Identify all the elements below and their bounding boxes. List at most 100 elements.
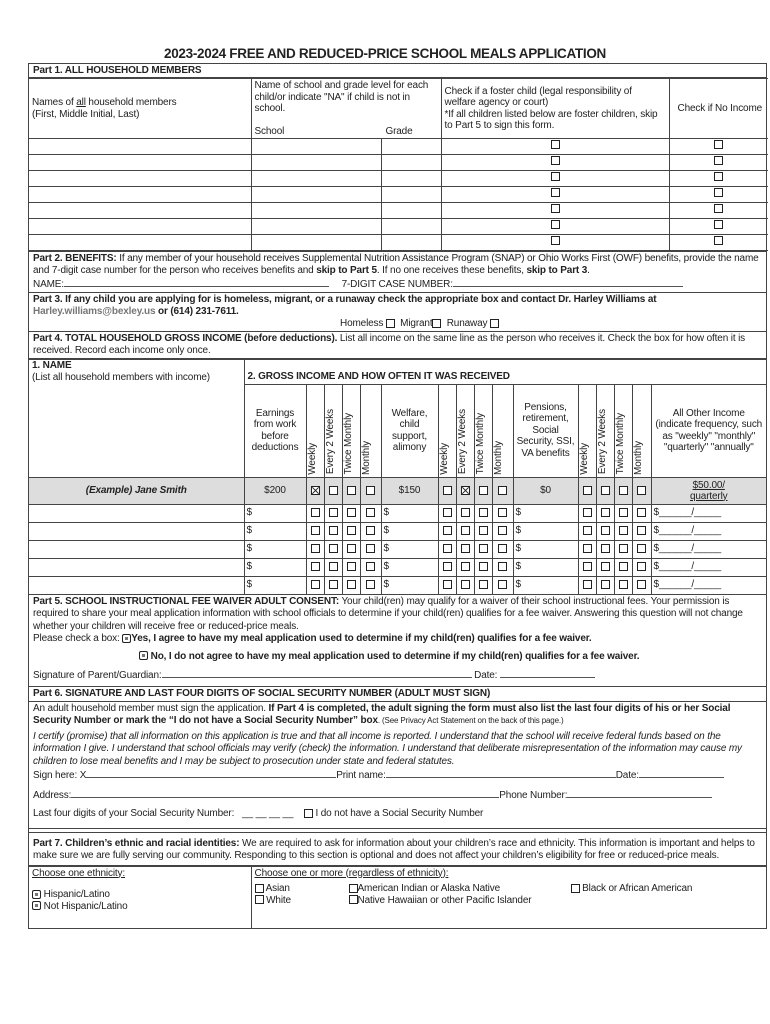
no-income-checkbox[interactable] [714, 171, 724, 181]
runaway-checkbox[interactable] [490, 318, 500, 328]
income-name-field[interactable] [29, 557, 245, 577]
freq-checkbox[interactable] [600, 485, 610, 495]
other-income-field[interactable]: $______/_____ [650, 557, 766, 577]
freq-checkbox[interactable] [478, 508, 488, 518]
school-field[interactable] [250, 202, 382, 219]
grade-field[interactable] [380, 138, 442, 155]
grade-field[interactable] [380, 170, 442, 187]
foster-checkbox[interactable] [550, 219, 560, 229]
freq-checkbox[interactable] [328, 580, 338, 590]
freq-checkbox[interactable] [618, 562, 628, 572]
contact-email[interactable]: Harley.williams@bexley.us [33, 306, 156, 317]
freq-checkbox[interactable] [346, 508, 356, 518]
freq-checkbox[interactable] [346, 580, 356, 590]
freq-checkbox[interactable] [600, 544, 610, 554]
freq-checkbox[interactable] [600, 526, 610, 536]
freq-checkbox[interactable] [498, 485, 507, 495]
freq-checkbox[interactable] [637, 544, 646, 554]
pensions-amount-field[interactable]: $ [512, 521, 579, 541]
other-income-field[interactable]: $______/_____ [650, 503, 766, 523]
member-name-field[interactable] [29, 218, 252, 235]
freq-checkbox[interactable] [582, 526, 592, 536]
freq-checkbox[interactable] [366, 562, 375, 572]
member-name-field[interactable] [29, 154, 252, 171]
income-name-field[interactable] [29, 521, 245, 541]
foster-checkbox[interactable] [550, 139, 560, 149]
no-income-checkbox[interactable] [714, 235, 724, 245]
freq-checkbox[interactable] [498, 580, 507, 590]
freq-checkbox[interactable] [310, 526, 320, 536]
school-field[interactable] [250, 218, 382, 235]
freq-checkbox[interactable] [310, 580, 320, 590]
earnings-amount-field[interactable]: $ [243, 503, 307, 523]
member-name-field[interactable] [29, 186, 252, 203]
asian-checkbox[interactable] [254, 883, 264, 893]
freq-checkbox[interactable] [460, 526, 470, 536]
freq-checkbox[interactable] [582, 562, 592, 572]
freq-checkbox[interactable] [328, 485, 338, 495]
welfare-amount-field[interactable]: $ [380, 503, 439, 523]
phone-field[interactable] [567, 788, 713, 798]
fee-waiver-no-checkbox[interactable] [139, 651, 148, 661]
welfare-amount-field[interactable]: $ [380, 557, 439, 577]
freq-checkbox[interactable] [442, 580, 452, 590]
grade-field[interactable] [380, 218, 442, 235]
school-field[interactable] [250, 154, 382, 171]
address-field[interactable] [71, 788, 500, 798]
homeless-checkbox[interactable] [385, 318, 395, 328]
no-income-checkbox[interactable] [714, 139, 724, 149]
freq-checkbox[interactable] [442, 562, 452, 572]
other-income-field[interactable]: $______/_____ [650, 521, 766, 541]
migrant-checkbox[interactable] [432, 318, 442, 328]
freq-checkbox[interactable] [498, 544, 507, 554]
freq-checkbox[interactable] [442, 526, 452, 536]
no-ssn-checkbox[interactable] [303, 808, 313, 818]
freq-checkbox[interactable] [637, 526, 646, 536]
freq-checkbox[interactable] [498, 526, 507, 536]
foster-checkbox[interactable] [550, 235, 560, 245]
freq-checkbox[interactable] [366, 485, 375, 495]
grade-field[interactable] [380, 234, 442, 251]
freq-checkbox[interactable] [498, 562, 507, 572]
freq-checkbox[interactable] [478, 580, 488, 590]
freq-checkbox[interactable] [478, 544, 488, 554]
income-name-field[interactable] [29, 575, 245, 595]
member-name-field[interactable] [29, 170, 252, 187]
grade-field[interactable] [380, 202, 442, 219]
income-name-field[interactable] [29, 503, 245, 523]
freq-checkbox[interactable] [637, 580, 646, 590]
guardian-signature-field[interactable] [161, 668, 472, 678]
freq-checkbox[interactable] [478, 562, 488, 572]
freq-checkbox[interactable] [346, 562, 356, 572]
foster-checkbox[interactable] [550, 203, 560, 213]
member-name-field[interactable] [29, 138, 252, 155]
freq-checkbox[interactable] [328, 562, 338, 572]
benefits-name-field[interactable] [63, 277, 329, 287]
member-name-field[interactable] [29, 202, 252, 219]
black-checkbox[interactable] [570, 883, 580, 893]
pensions-amount-field[interactable]: $ [512, 557, 579, 577]
freq-checkbox[interactable] [346, 485, 356, 495]
foster-checkbox[interactable] [550, 155, 560, 165]
school-field[interactable] [250, 138, 382, 155]
pensions-amount-field[interactable]: $ [512, 539, 579, 559]
grade-field[interactable] [380, 154, 442, 171]
freq-checkbox[interactable] [618, 526, 628, 536]
freq-checkbox[interactable] [310, 562, 320, 572]
no-income-checkbox[interactable] [714, 219, 724, 229]
ssn-field[interactable]: __ __ __ __ [242, 808, 294, 819]
freq-checkbox[interactable] [600, 562, 610, 572]
freq-checkbox[interactable] [366, 544, 375, 554]
print-name-field[interactable] [385, 768, 616, 778]
earnings-amount-field[interactable]: $ [243, 521, 307, 541]
pensions-amount-field[interactable]: $ [512, 575, 579, 595]
freq-checkbox[interactable] [582, 580, 592, 590]
freq-checkbox[interactable] [442, 485, 452, 495]
freq-checkbox[interactable] [366, 580, 375, 590]
freq-checkbox[interactable] [582, 544, 592, 554]
freq-checkbox[interactable] [582, 485, 592, 495]
freq-checkbox[interactable] [328, 544, 338, 554]
earnings-amount-field[interactable]: $ [243, 575, 307, 595]
not-hispanic-radio[interactable] [32, 901, 41, 911]
freq-checkbox[interactable] [442, 544, 452, 554]
